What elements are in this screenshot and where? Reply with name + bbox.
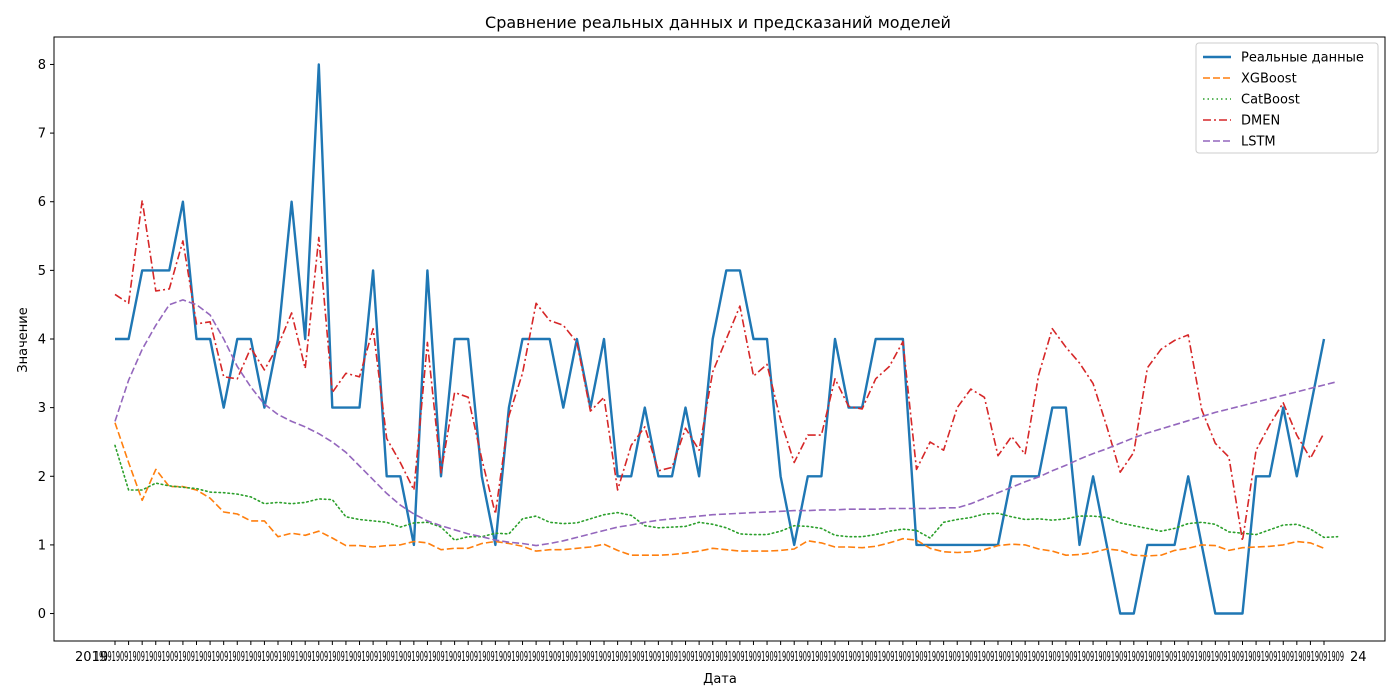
legend-box bbox=[1195, 42, 1379, 154]
y-tick-label: 2 bbox=[38, 470, 46, 485]
y-tick-label: 0 bbox=[38, 607, 46, 622]
legend-label-1: XGBoost bbox=[1241, 72, 1297, 87]
x-tick-labels-overlap: 1909190919091909190919091909190919091909… bbox=[95, 650, 1344, 665]
plot-area: 0 1 2 3 4 5 6 7 8 2019 24 190919091909190919091909… bbox=[38, 36, 1386, 665]
series-line-4 bbox=[114, 299, 1338, 547]
legend-label-3: DMEN bbox=[1241, 114, 1280, 129]
legend-label-0: Реальные данные bbox=[1241, 51, 1364, 66]
y-axis: 0 1 2 3 4 5 6 7 8 bbox=[38, 58, 54, 622]
chart-title: Сравнение реальных данных и предсказаний… bbox=[485, 13, 951, 32]
x-axis-label: Дата bbox=[703, 672, 737, 687]
y-tick-label: 1 bbox=[38, 538, 46, 553]
series-line-0 bbox=[115, 63, 1326, 615]
y-tick-label: 8 bbox=[38, 58, 46, 73]
series-line-1 bbox=[114, 422, 1325, 557]
y-tick-label: 3 bbox=[38, 401, 46, 416]
x-tick-label-first: 2019 bbox=[75, 650, 108, 665]
legend: Реальные данные XGBoost CatBoost DMEN LSTM bbox=[1195, 42, 1379, 154]
x-tick-label-last: 24 bbox=[1350, 650, 1367, 665]
legend-label-2: CatBoost bbox=[1241, 93, 1300, 108]
y-tick-label: 6 bbox=[38, 195, 46, 210]
series-lines bbox=[114, 63, 1339, 615]
x-axis: 2019 24 1909190919091909190919091909190919… bbox=[75, 641, 1367, 665]
series-line-3 bbox=[114, 199, 1325, 542]
series-line-2 bbox=[114, 444, 1339, 541]
y-axis-label: Значение bbox=[16, 307, 31, 372]
y-tick-label: 7 bbox=[38, 127, 46, 142]
y-tick-label: 4 bbox=[38, 333, 46, 348]
legend-label-4: LSTM bbox=[1241, 135, 1276, 150]
y-tick-label: 5 bbox=[38, 264, 46, 279]
